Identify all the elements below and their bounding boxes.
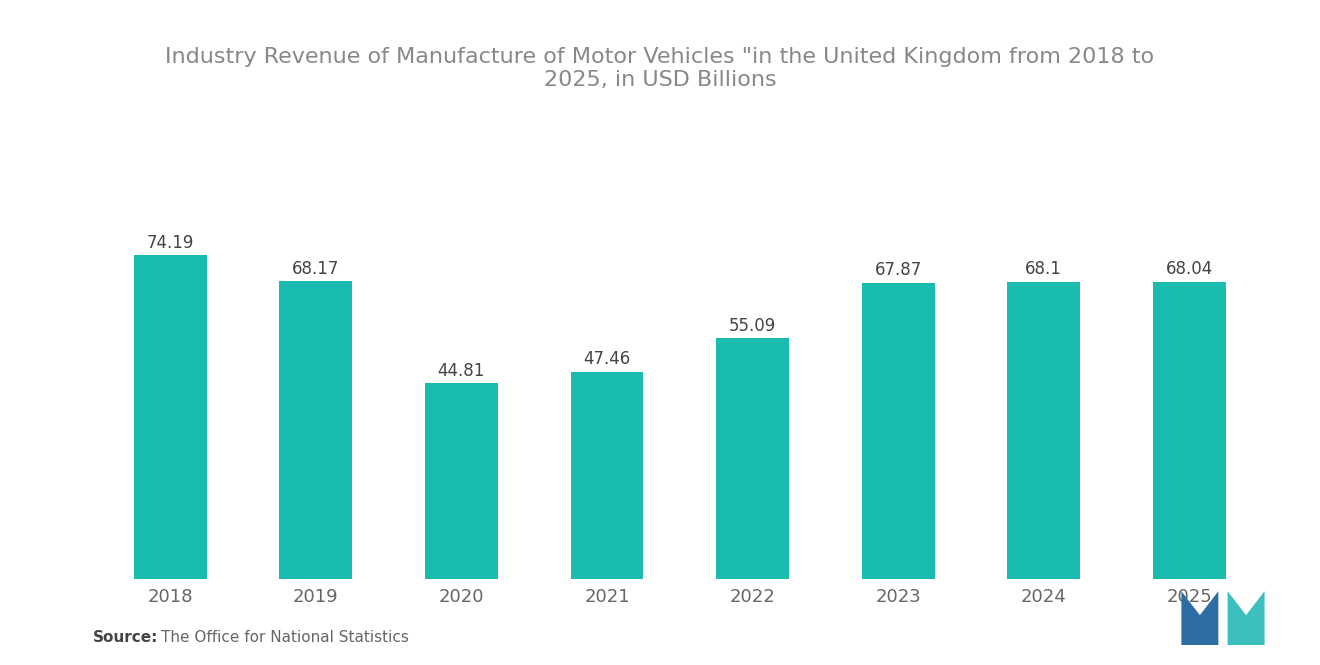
Bar bbox=[133, 255, 207, 579]
Text: Industry Revenue of Manufacture of Motor Vehicles "in the United Kingdom from 20: Industry Revenue of Manufacture of Motor… bbox=[165, 47, 1155, 90]
Text: 74.19: 74.19 bbox=[147, 233, 194, 251]
Text: 68.1: 68.1 bbox=[1026, 260, 1063, 278]
Bar bbox=[280, 281, 352, 579]
Text: 68.04: 68.04 bbox=[1166, 261, 1213, 279]
Text: The Office for National Statistics: The Office for National Statistics bbox=[161, 630, 409, 645]
Bar bbox=[425, 383, 498, 579]
Text: 47.46: 47.46 bbox=[583, 350, 631, 368]
Bar bbox=[1152, 282, 1226, 579]
Bar bbox=[1007, 282, 1080, 579]
Text: Source:: Source: bbox=[92, 630, 158, 645]
Polygon shape bbox=[1181, 591, 1218, 645]
Polygon shape bbox=[1228, 591, 1265, 645]
Bar bbox=[862, 283, 935, 579]
Text: 44.81: 44.81 bbox=[438, 362, 484, 380]
Text: 68.17: 68.17 bbox=[292, 260, 339, 278]
Bar bbox=[717, 338, 789, 579]
Text: 67.87: 67.87 bbox=[875, 261, 921, 279]
Bar bbox=[570, 372, 643, 579]
Text: 55.09: 55.09 bbox=[729, 317, 776, 335]
